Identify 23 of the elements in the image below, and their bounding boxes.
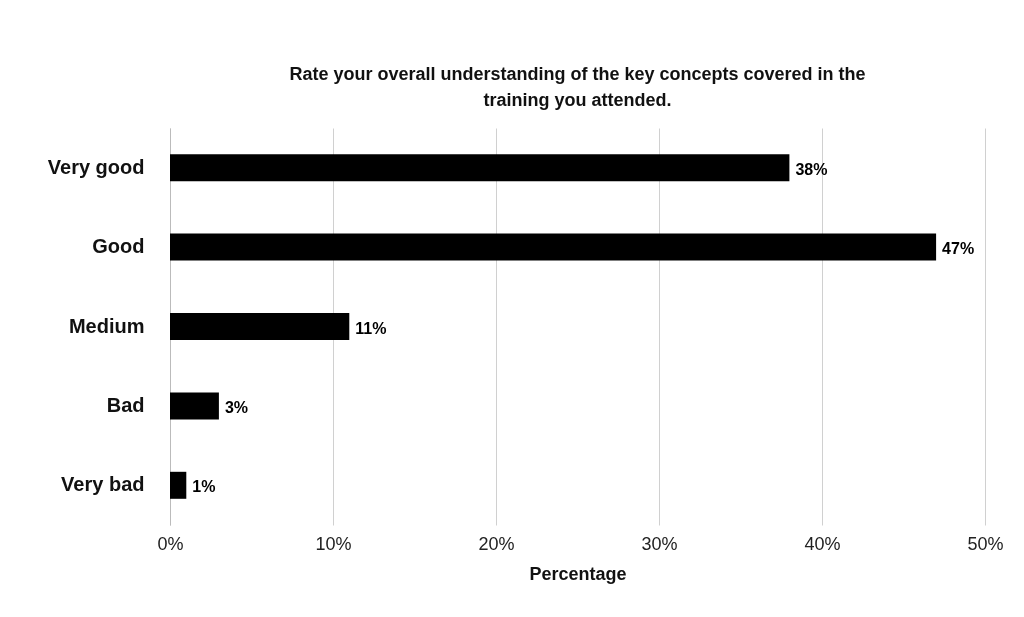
data-label: 3% xyxy=(224,398,249,416)
data-label: 38% xyxy=(795,160,828,178)
bar xyxy=(170,154,790,182)
chart-title: Rate your overall understanding of the key concepts covered in the training you attended. xyxy=(289,64,866,110)
y-tick-label: Very bad xyxy=(61,473,145,496)
x-tick-label: 40% xyxy=(804,533,841,554)
x-tick-label: 30% xyxy=(641,533,678,554)
y-tick-label: Good xyxy=(92,235,145,258)
bar xyxy=(170,233,937,261)
x-axis-title: Percentage xyxy=(529,563,627,584)
x-tick-label: 0% xyxy=(157,533,184,554)
y-tick-label: Very good xyxy=(47,155,145,178)
x-tick-label: 10% xyxy=(315,533,352,554)
y-tick-label: Medium xyxy=(68,314,145,337)
x-tick-label: 20% xyxy=(478,533,515,554)
data-label: 11% xyxy=(355,319,387,337)
x-tick-label: 50% xyxy=(967,533,1004,554)
bar xyxy=(170,313,350,340)
bar xyxy=(170,471,187,499)
bar xyxy=(170,392,219,420)
data-label: 47% xyxy=(942,240,975,258)
data-label: 1% xyxy=(192,478,216,496)
y-tick-label: Bad xyxy=(106,393,145,416)
